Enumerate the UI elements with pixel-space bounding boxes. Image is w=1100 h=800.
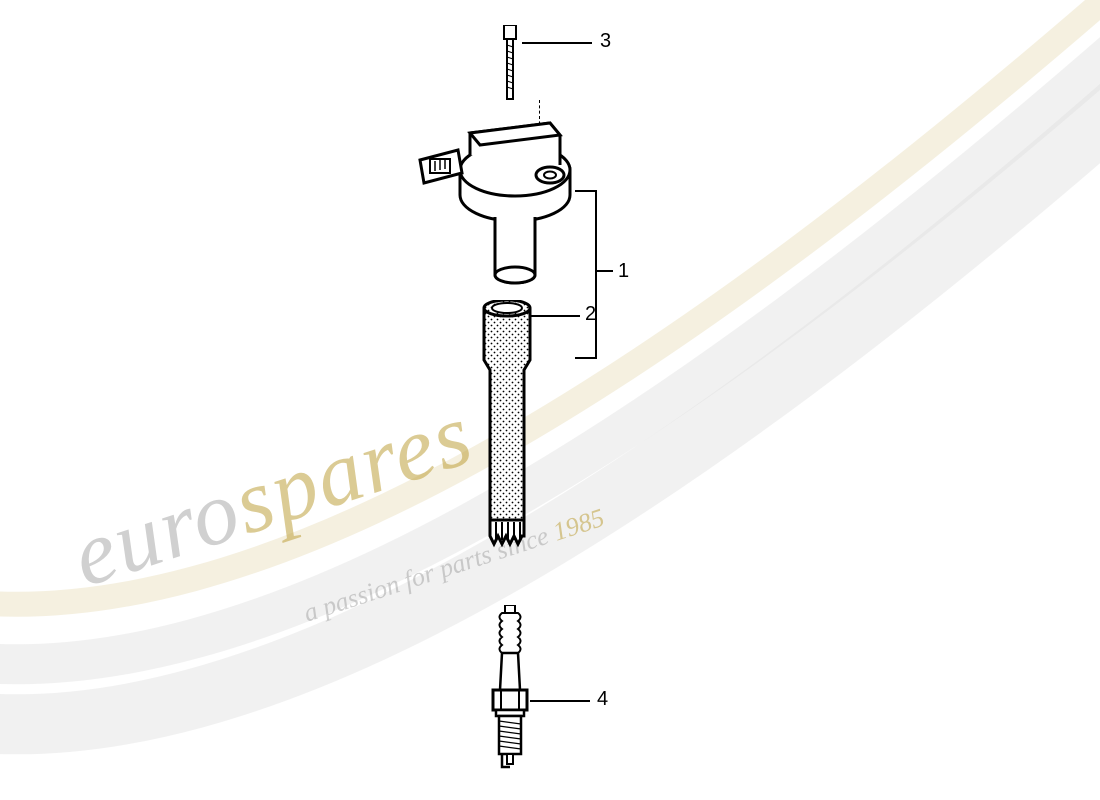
callout-label-2: 2 bbox=[585, 303, 596, 326]
callout-line-3 bbox=[522, 42, 592, 44]
watermark-brand-plain: euro bbox=[61, 459, 253, 606]
callout-line-4 bbox=[530, 700, 590, 702]
callout-line-2 bbox=[530, 315, 580, 317]
callout-label-3: 3 bbox=[600, 30, 611, 53]
watermark-brand-gold: spares bbox=[222, 384, 484, 553]
part-bolt bbox=[498, 25, 522, 103]
callout-label-4: 4 bbox=[597, 688, 608, 711]
watermark-brand: eurospares bbox=[60, 382, 485, 608]
diagram-canvas: eurospares a passion for parts since 198… bbox=[0, 0, 1100, 800]
watermark-tagline: a passion for parts since 1985 bbox=[300, 503, 608, 629]
watermark-tagline-year: 1985 bbox=[549, 503, 607, 547]
callout-bracket-1 bbox=[575, 190, 597, 359]
part-spark-plug bbox=[487, 605, 533, 775]
callout-line-1 bbox=[595, 270, 613, 272]
callout-label-1: 1 bbox=[618, 260, 629, 283]
part-connector-tube bbox=[472, 300, 542, 560]
